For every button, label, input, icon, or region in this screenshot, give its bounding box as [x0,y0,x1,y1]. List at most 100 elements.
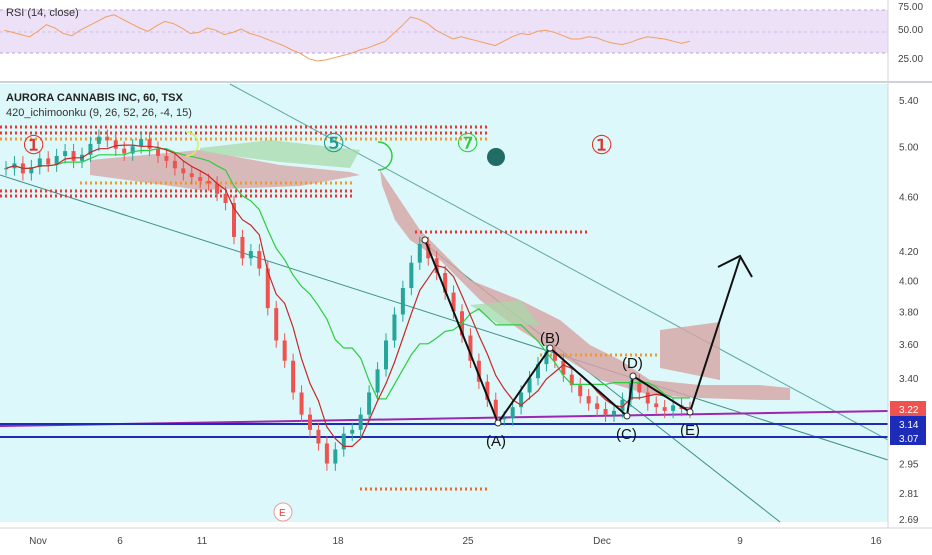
rsi-scale-label: 75.00 [898,2,923,13]
candle-body [181,168,186,174]
cloud-green-1 [200,140,360,168]
wave-point-c [623,412,631,420]
candle-body [139,139,144,147]
time-axis-label: 9 [737,536,743,547]
candle-body [645,392,650,404]
candle-body [122,148,127,154]
candle-body [392,314,397,341]
price-marker-label: 3.22 [899,405,919,416]
wave-point-d [629,372,637,380]
wave-point-b [546,344,554,352]
time-axis-label: 6 [117,536,123,547]
candle-body [350,429,355,434]
time-axis-label: 18 [332,536,344,547]
candle-body [172,160,177,169]
rsi-line [3,14,691,62]
wave-point-e [686,408,694,416]
wave-label-a: (A) [486,433,506,450]
candle-body [527,378,532,393]
crescent-outline-icon [185,131,199,157]
price-scale-label: 3.80 [899,307,919,318]
candle-body [189,173,194,178]
price-scale-label: 3.40 [899,374,919,385]
time-axis-label: 11 [197,536,208,547]
rsi-panel: RSI (14, close) 75.00 50.00 25.00 [0,2,923,65]
price-markers: 3.22 3.14 3.07 [890,401,926,445]
price-marker-label: 3.07 [899,434,919,445]
trend-line-upper [229,83,889,441]
time-axis-label: 16 [870,536,882,547]
price-marker [890,416,926,431]
candle-body [46,158,51,165]
wave-point-a [494,419,502,427]
candle-body [341,433,346,450]
new-moon-icon [487,148,505,166]
candle-body [637,381,642,393]
candle-body [493,399,498,419]
candle-body [654,403,659,408]
candle-body [282,340,287,361]
price-scale-label: 4.20 [899,247,919,258]
candle-body [240,236,245,259]
price-scale-label: 5.00 [899,142,919,153]
candle-body [476,360,481,382]
candle-body [443,272,448,293]
wave-point [421,236,429,244]
candle-body [468,335,473,361]
kijun-line [5,148,690,400]
time-axis: Nov 6 11 18 25 Dec 9 16 [29,536,882,547]
candle-body [417,243,422,263]
candle-body [29,167,34,174]
indicator-label: 420_ichimoonku (9, 26, 52, 26, -4, 15) [6,107,192,119]
candle-body [4,168,8,170]
candle-body [561,360,566,375]
candle-body [96,136,101,144]
candle-body [105,136,110,141]
circled-five-icon: ⑤ [322,128,345,158]
projection-arrow-icon [717,254,753,278]
candle-body [324,443,329,464]
candle-body [536,364,540,379]
wave-label-c: (C) [616,426,637,443]
candle-body [130,146,135,154]
circled-seven-icon: ⑦ [456,128,479,158]
candles [4,129,692,471]
candle-body [384,340,388,370]
price-scale-label: 4.60 [899,192,919,203]
price-scale-label: 2.69 [899,515,919,526]
candle-body [333,449,338,464]
rsi-scale: 75.00 50.00 25.00 [898,2,923,65]
candle-body [257,251,262,269]
candle-body [88,143,93,155]
candle-body [400,288,405,315]
circled-one-icon: ① [22,130,45,160]
candle-body [206,180,211,184]
candle-body [426,243,431,259]
candle-body [291,360,296,393]
event-badge-icon[interactable] [273,502,293,522]
candle-body [147,139,152,149]
wave-pattern: (A) (B) (C) (D) (E) [421,236,753,450]
wave-label-e: (E) [680,422,700,439]
candle-body [367,392,372,415]
candle-body [156,148,160,156]
price-marker-label: 3.14 [899,420,919,431]
candle-body [662,407,667,411]
candle-body [578,385,583,397]
candle-body [232,202,236,237]
candle-body [586,396,591,404]
price-marker [890,401,926,416]
candle-body [215,183,220,194]
candle-body [544,352,549,365]
price-scale-background [888,84,932,528]
price-scale-label: 2.81 [899,489,919,500]
candle-body [612,410,616,415]
crescent-outline-icon [377,141,393,171]
candle-body [113,140,118,149]
time-axis-label: 25 [462,536,474,547]
candle-body [569,374,574,386]
candle-body [409,262,414,289]
candle-body [308,414,312,430]
